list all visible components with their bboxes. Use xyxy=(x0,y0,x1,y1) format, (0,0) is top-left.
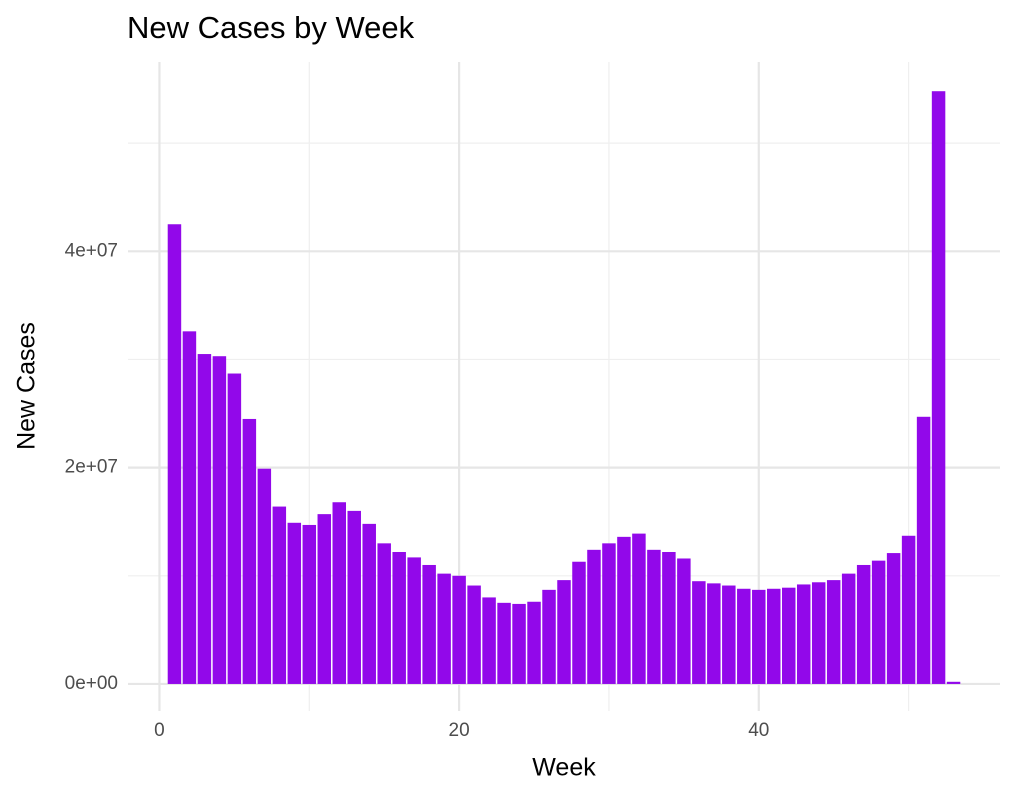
bar xyxy=(452,575,466,684)
bar xyxy=(362,523,376,684)
bar xyxy=(632,533,646,684)
bar xyxy=(182,331,197,684)
bar xyxy=(557,580,571,684)
bar xyxy=(811,582,826,684)
bar xyxy=(572,561,586,684)
bar xyxy=(677,558,691,684)
bar xyxy=(377,543,391,684)
x-tick-label: 0 xyxy=(154,720,165,741)
bar xyxy=(796,584,811,684)
bar xyxy=(302,524,317,684)
bar xyxy=(931,91,946,684)
y-tick-label: 2e+07 xyxy=(65,457,118,478)
bar xyxy=(602,543,616,684)
bar xyxy=(197,354,212,684)
bar xyxy=(272,506,287,684)
bar xyxy=(946,681,961,684)
bar xyxy=(332,502,346,684)
bar xyxy=(512,603,526,684)
bar xyxy=(662,551,676,684)
bar xyxy=(617,536,631,684)
bar xyxy=(212,356,227,684)
bar xyxy=(871,560,886,684)
bar xyxy=(826,580,841,684)
bar xyxy=(722,585,736,684)
y-tick-label: 0e+00 xyxy=(65,673,118,694)
bar xyxy=(407,557,421,684)
bar xyxy=(692,581,706,684)
x-tick-label: 40 xyxy=(748,720,769,741)
bar xyxy=(901,535,916,684)
bar xyxy=(782,587,796,684)
bar xyxy=(647,549,661,684)
bar xyxy=(317,514,332,684)
bar xyxy=(287,522,302,684)
bar xyxy=(767,588,781,684)
x-tick-label: 20 xyxy=(449,720,470,741)
bar xyxy=(482,597,496,684)
bar xyxy=(752,589,766,684)
bar xyxy=(587,549,601,684)
bar xyxy=(437,573,451,684)
bar xyxy=(542,589,556,684)
bar xyxy=(886,553,901,684)
bar xyxy=(527,601,541,684)
x-axis-title: Week xyxy=(532,754,596,782)
bar xyxy=(422,564,436,684)
bar xyxy=(916,416,931,684)
bar xyxy=(841,573,856,684)
bar xyxy=(707,583,721,684)
bar xyxy=(392,551,406,684)
bar xyxy=(467,585,481,684)
bar xyxy=(856,564,871,684)
bar xyxy=(167,224,182,684)
bar xyxy=(257,468,272,684)
bar xyxy=(227,373,242,684)
bar xyxy=(347,510,361,684)
y-tick-label: 4e+07 xyxy=(65,240,118,261)
bar xyxy=(737,588,751,684)
bar xyxy=(242,418,257,684)
chart-title: New Cases by Week xyxy=(127,10,415,45)
bar xyxy=(497,602,511,684)
y-axis-title: New Cases xyxy=(13,322,41,450)
